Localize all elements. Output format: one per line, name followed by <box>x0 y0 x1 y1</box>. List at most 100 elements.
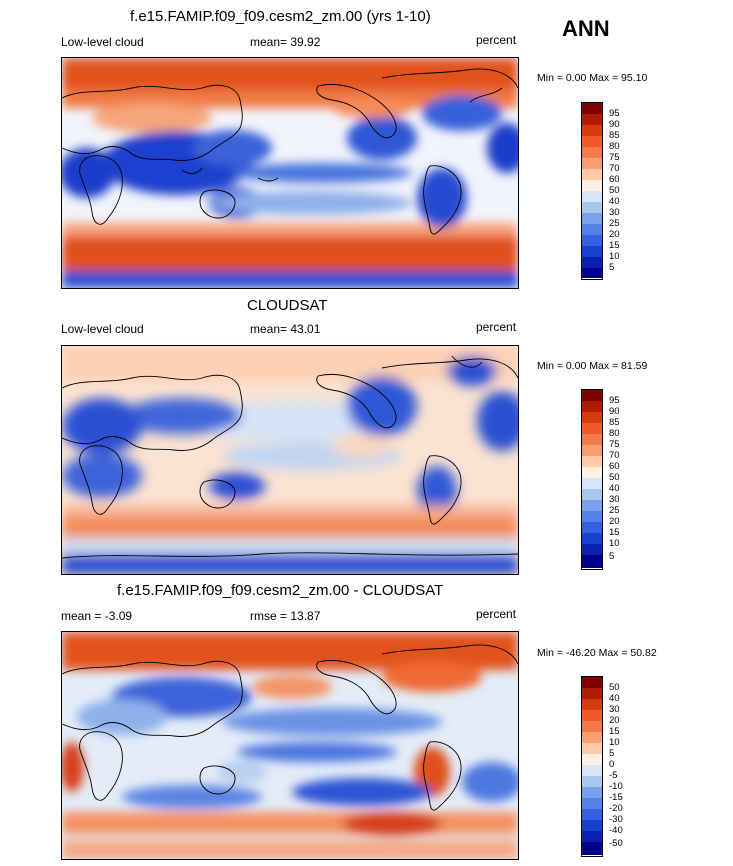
panel-2-cbar-label: 25 <box>609 505 620 516</box>
panel-1-cbar-label: 95 <box>609 108 620 119</box>
colorbar-bin <box>582 478 602 489</box>
panel-2-title: CLOUDSAT <box>247 297 328 314</box>
colorbar-bin <box>582 191 602 202</box>
panel-2-cbar-label: 20 <box>609 516 620 527</box>
colorbar-bin <box>582 147 602 158</box>
colorbar-bin <box>582 489 602 500</box>
panel-1-cbar-label: 50 <box>609 185 620 196</box>
colorbar-bin <box>582 213 602 224</box>
colorbar-bin <box>582 688 602 699</box>
panel-3-cbar-label: -10 <box>609 781 623 792</box>
colorbar-bin <box>582 798 602 809</box>
colorbar-bin <box>582 809 602 820</box>
colorbar-bin <box>582 257 602 268</box>
colorbar-bin <box>582 246 602 257</box>
colorbar-bin <box>582 180 602 191</box>
panel-1-cbar-label: 25 <box>609 218 620 229</box>
colorbar-bin <box>582 390 602 401</box>
colorbar-bin <box>582 544 602 555</box>
colorbar-bin <box>582 820 602 831</box>
panel-3-cbar-label: 5 <box>609 748 615 759</box>
colorbar-bin <box>582 677 602 688</box>
panel-3-cbar-label: -30 <box>609 814 623 825</box>
panel-3-right-label: percent <box>476 607 517 621</box>
colorbar-bin <box>582 511 602 522</box>
panel-3-title: f.e15.FAMIP.f09_f09.cesm2_zm.00 - CLOUDS… <box>117 582 444 599</box>
panel-2-cbar-label: 15 <box>609 527 620 538</box>
panel-3-cbar-label: -20 <box>609 803 623 814</box>
colorbar-bin <box>582 412 602 423</box>
panel-2-cbar-label: 50 <box>609 472 620 483</box>
panel-2-cbar-label: 60 <box>609 461 620 472</box>
colorbar-bin <box>582 224 602 235</box>
panel-2-cbar-label: 95 <box>609 395 620 406</box>
colorbar-bin <box>582 787 602 798</box>
panel-1-map <box>61 57 519 289</box>
colorbar-bin <box>582 842 602 855</box>
panel-1-center-label: mean= 39.92 <box>250 35 321 49</box>
panel-2-colorbar <box>581 389 603 570</box>
panel-2-cbar-label: 85 <box>609 417 620 428</box>
panel-3-map-field <box>62 632 518 859</box>
colorbar-bin <box>582 169 602 180</box>
colorbar-bin <box>582 467 602 478</box>
panel-3-colorbar <box>581 676 603 857</box>
panel-3-cbar-label: -15 <box>609 792 623 803</box>
panel-2-cbar-label: 5 <box>609 551 615 562</box>
panel-2-cbar-label: 10 <box>609 538 620 549</box>
panel-3-map <box>61 631 519 860</box>
panel-1-title: f.e15.FAMIP.f09_f09.cesm2_zm.00 (yrs 1-1… <box>130 8 431 25</box>
panel-1-cbar-label: 85 <box>609 130 620 141</box>
panel-3-center-label: rmse = 13.87 <box>250 609 321 623</box>
colorbar-bin <box>582 423 602 434</box>
panel-2-center-label: mean= 43.01 <box>250 322 321 336</box>
panel-1-cbar-label: 90 <box>609 119 620 130</box>
colorbar-bin <box>582 732 602 743</box>
colorbar-bin <box>582 268 602 278</box>
panel-1-cbar-label: 20 <box>609 229 620 240</box>
colorbar-bin <box>582 743 602 754</box>
panel-3-cbar-label: -40 <box>609 825 623 836</box>
panel-1-cbar-label: 70 <box>609 163 620 174</box>
panel-3-cbar-label: 0 <box>609 759 615 770</box>
panel-1-cbar-label: 60 <box>609 174 620 185</box>
colorbar-bin <box>582 401 602 412</box>
panel-2-right-label: percent <box>476 320 517 334</box>
panel-1-map-field <box>62 58 518 288</box>
colorbar-bin <box>582 754 602 765</box>
panel-1-minmax: Min = 0.00 Max = 95.10 <box>537 72 648 84</box>
panel-3-cbar-label: 50 <box>609 682 620 693</box>
colorbar-bin <box>582 434 602 445</box>
colorbar-bin <box>582 710 602 721</box>
panel-2-minmax: Min = 0.00 Max = 81.59 <box>537 360 648 372</box>
colorbar-bin <box>582 721 602 732</box>
panel-1-cbar-label: 80 <box>609 141 620 152</box>
colorbar-bin <box>582 114 602 125</box>
colorbar-bin <box>582 831 602 842</box>
panel-1-cbar-label: 15 <box>609 240 620 251</box>
colorbar-bin <box>582 136 602 147</box>
colorbar-bin <box>582 533 602 544</box>
panel-3-cbar-label: 10 <box>609 737 620 748</box>
panel-1-cbar-label: 5 <box>609 262 615 273</box>
panel-3-minmax: Min = -46.20 Max = 50.82 <box>537 647 657 659</box>
season-label: ANN <box>562 16 610 41</box>
panel-2-cbar-label: 70 <box>609 450 620 461</box>
panel-2-cbar-label: 40 <box>609 483 620 494</box>
panel-3-cbar-label: 15 <box>609 726 620 737</box>
panel-2-map-field <box>62 346 518 574</box>
colorbar-bin <box>582 699 602 710</box>
panel-2-cbar-label: 75 <box>609 439 620 450</box>
colorbar-bin <box>582 522 602 533</box>
colorbar-bin <box>582 158 602 169</box>
panel-1-left-label: Low-level cloud <box>61 35 144 49</box>
panel-1-colorbar <box>581 102 603 280</box>
colorbar-bin <box>582 125 602 136</box>
panel-3-cbar-label: -50 <box>609 838 623 849</box>
panel-1-right-label: percent <box>476 33 517 47</box>
panel-1-cbar-label: 75 <box>609 152 620 163</box>
colorbar-bin <box>582 445 602 456</box>
panel-3-cbar-label: -5 <box>609 770 618 781</box>
colorbar-bin <box>582 103 602 114</box>
colorbar-bin <box>582 235 602 246</box>
